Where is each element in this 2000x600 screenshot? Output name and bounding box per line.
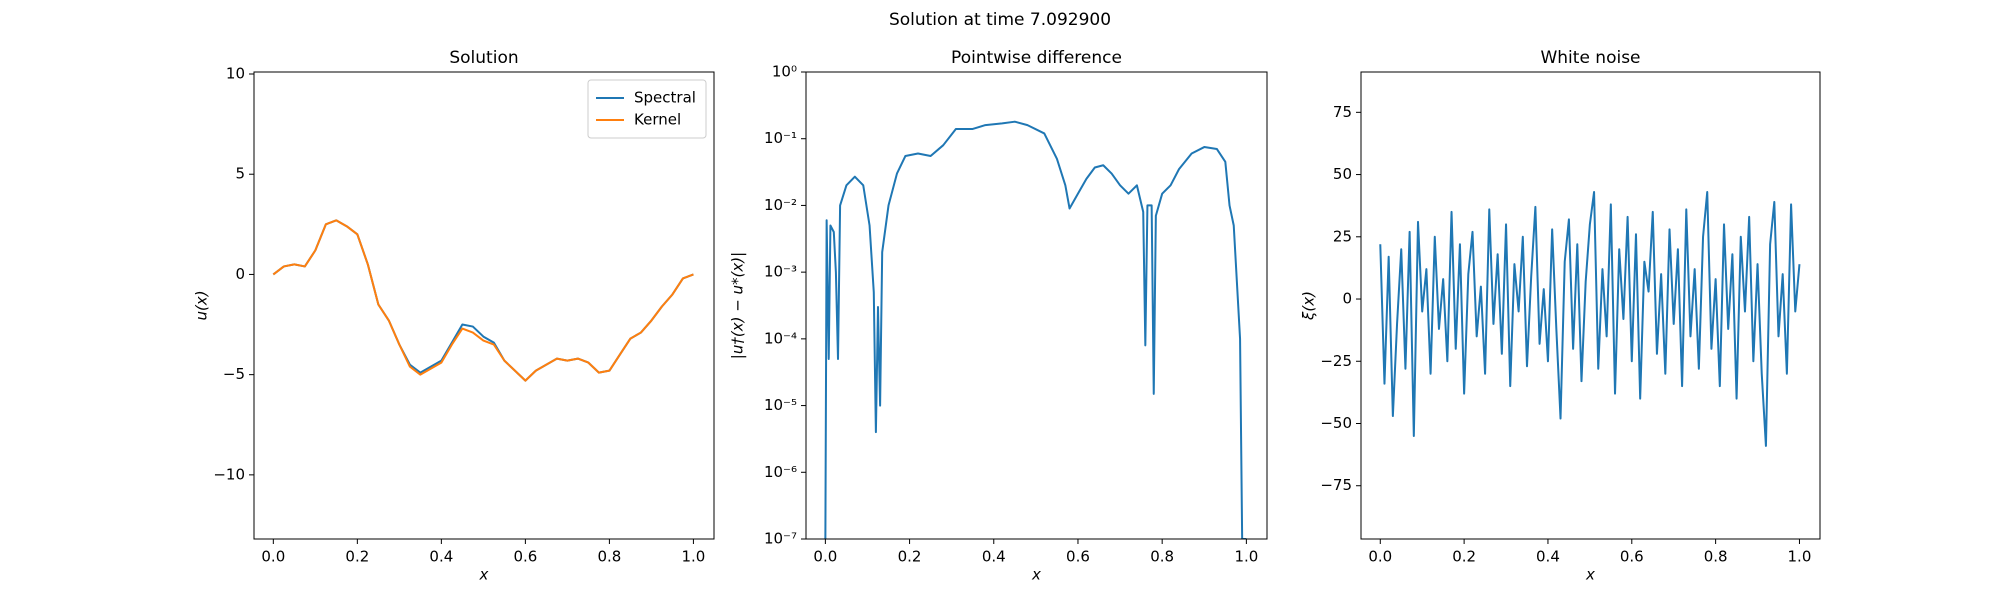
x-axis-label: x <box>1031 566 1041 584</box>
y-tick-label: −75 <box>1320 476 1352 494</box>
y-tick-label: 5 <box>235 165 245 183</box>
data-line <box>272 219 694 382</box>
y-tick-label: 10 <box>226 65 245 83</box>
x-tick-label: 0.0 <box>813 548 837 566</box>
data-line <box>1379 190 1801 447</box>
axes-frame <box>1360 71 1821 540</box>
x-tick-label: 0.2 <box>345 548 369 566</box>
axes-title: White noise <box>1540 48 1640 68</box>
legend: Spectral Kernel <box>587 79 707 139</box>
subplot: Pointwise difference x |u†(x) − u*(x)| 0.0 0… <box>729 48 1268 584</box>
y-tick-label: −50 <box>1320 414 1352 432</box>
x-tick-label: 1.0 <box>1788 548 1812 566</box>
axes-title: Solution <box>449 48 518 68</box>
axes-title: Pointwise difference <box>951 48 1122 68</box>
y-tick-label: 10⁻⁴ <box>764 329 797 347</box>
x-tick-label: 1.0 <box>1234 548 1258 566</box>
y-tick-label: 75 <box>1333 103 1352 121</box>
data-line <box>272 219 694 382</box>
y-tick-label: −5 <box>223 365 245 383</box>
subplot: White noise x ξ(x) 0.0 0.2 0.4 0.6 0.8 1.0 −75 −50… <box>1300 48 1821 584</box>
x-tick-label: 0.2 <box>898 548 922 566</box>
y-tick-label: 10⁰ <box>772 63 797 81</box>
x-tick-label: 0.6 <box>1620 548 1644 566</box>
y-tick-label: 10⁻² <box>764 196 797 214</box>
y-tick-label: 0 <box>235 265 245 283</box>
subplot: Solution x u(x) 0.0 0.2 0.4 0.6 0.8 1.0 −10 −5 0 5 10… <box>193 48 715 584</box>
x-axis-label: x <box>1585 566 1595 584</box>
data-line <box>824 120 1247 539</box>
figure-title: Solution at time 7.092900 <box>889 10 1111 30</box>
legend-label: Spectral <box>634 89 696 107</box>
y-tick-label: 10⁻⁶ <box>764 463 797 481</box>
x-tick-label: 0.8 <box>1150 548 1174 566</box>
x-tick-label: 0.8 <box>597 548 621 566</box>
x-tick-label: 1.0 <box>681 548 705 566</box>
x-axis-label: x <box>479 566 489 584</box>
x-tick-label: 0.6 <box>513 548 537 566</box>
y-tick-label: −25 <box>1320 352 1352 370</box>
y-axis-label: ξ(x) <box>1300 291 1318 321</box>
x-tick-label: 0.6 <box>1066 548 1090 566</box>
x-tick-label: 0.2 <box>1452 548 1476 566</box>
x-tick-label: 0.4 <box>1536 548 1560 566</box>
y-axis-label: |u†(x) − u*(x)| <box>729 252 747 359</box>
y-tick-label: 10⁻⁵ <box>764 396 797 414</box>
y-tick-label: 10⁻⁷ <box>764 530 797 548</box>
y-tick-label: 25 <box>1333 227 1352 245</box>
x-tick-label: 0.4 <box>429 548 453 566</box>
x-tick-label: 0.8 <box>1704 548 1728 566</box>
axes-frame <box>253 71 715 540</box>
y-tick-label: 10⁻¹ <box>764 129 797 147</box>
y-tick-label: 10⁻³ <box>764 263 797 281</box>
x-tick-label: 0.0 <box>1368 548 1392 566</box>
y-tick-label: 0 <box>1342 290 1352 308</box>
legend-label: Kernel <box>634 111 681 129</box>
x-tick-label: 0.0 <box>261 548 285 566</box>
x-tick-label: 0.4 <box>982 548 1006 566</box>
y-tick-label: 50 <box>1333 165 1352 183</box>
y-axis-label: u(x) <box>193 290 211 320</box>
legend-box <box>587 79 707 139</box>
y-tick-label: −10 <box>213 465 245 483</box>
axes-frame <box>805 71 1268 540</box>
